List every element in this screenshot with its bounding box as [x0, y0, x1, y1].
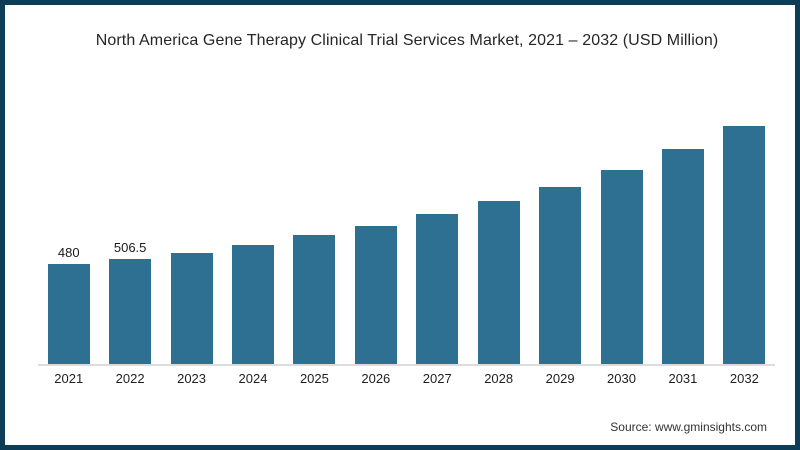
source-credit: Source: www.gminsights.com: [610, 420, 767, 434]
bar: [109, 258, 152, 364]
x-axis-label: 2023: [177, 371, 207, 386]
bar: [661, 148, 704, 364]
bar-group-2029: [529, 168, 590, 364]
bar: [293, 234, 336, 364]
x-axis-label: 2024: [238, 371, 268, 386]
bar-group-2032: [714, 107, 775, 364]
x-axis-label: 2022: [115, 371, 145, 386]
x-axis-label: 2032: [729, 371, 759, 386]
bar-group-2027: [407, 195, 468, 364]
bar: [47, 264, 90, 364]
chart-title: North America Gene Therapy Clinical Tria…: [95, 32, 719, 49]
x-axis-label: 2025: [299, 371, 329, 386]
bar-group-2030: [591, 151, 652, 364]
bar: [600, 169, 643, 364]
x-axis-label: 2027: [422, 371, 452, 386]
bar-group-2031: [652, 130, 713, 364]
bar: [477, 200, 520, 364]
x-axis-labels: 2021 2022 2023 2024 2025 2026 2027 2028 2029 2030…: [38, 371, 775, 389]
bar-group-2028: [468, 182, 529, 364]
bar-group-2021: 480: [38, 245, 99, 364]
plot-area: 480 506.5: [38, 112, 775, 364]
bar: [231, 244, 274, 364]
bar-group-2023: [161, 234, 222, 364]
x-axis-line: [38, 364, 775, 366]
bar: [539, 186, 582, 364]
bar: [170, 252, 213, 364]
x-axis-label: 2028: [484, 371, 514, 386]
x-axis-label: 2029: [545, 371, 575, 386]
x-axis-label: 2021: [54, 371, 84, 386]
x-axis-label: 2031: [668, 371, 698, 386]
bar-group-2024: [222, 226, 283, 364]
bar: [416, 214, 459, 364]
bar-group-2026: [345, 207, 406, 364]
x-axis-label: 2026: [361, 371, 391, 386]
x-axis-label: 2030: [607, 371, 636, 386]
bar: [723, 125, 766, 364]
bar-value-label: 480: [57, 245, 80, 260]
bar-group-2022: 506.5: [99, 239, 160, 364]
bar-group-2025: [284, 216, 345, 364]
bar: [354, 226, 397, 364]
bar-value-label: 506.5: [113, 239, 147, 255]
